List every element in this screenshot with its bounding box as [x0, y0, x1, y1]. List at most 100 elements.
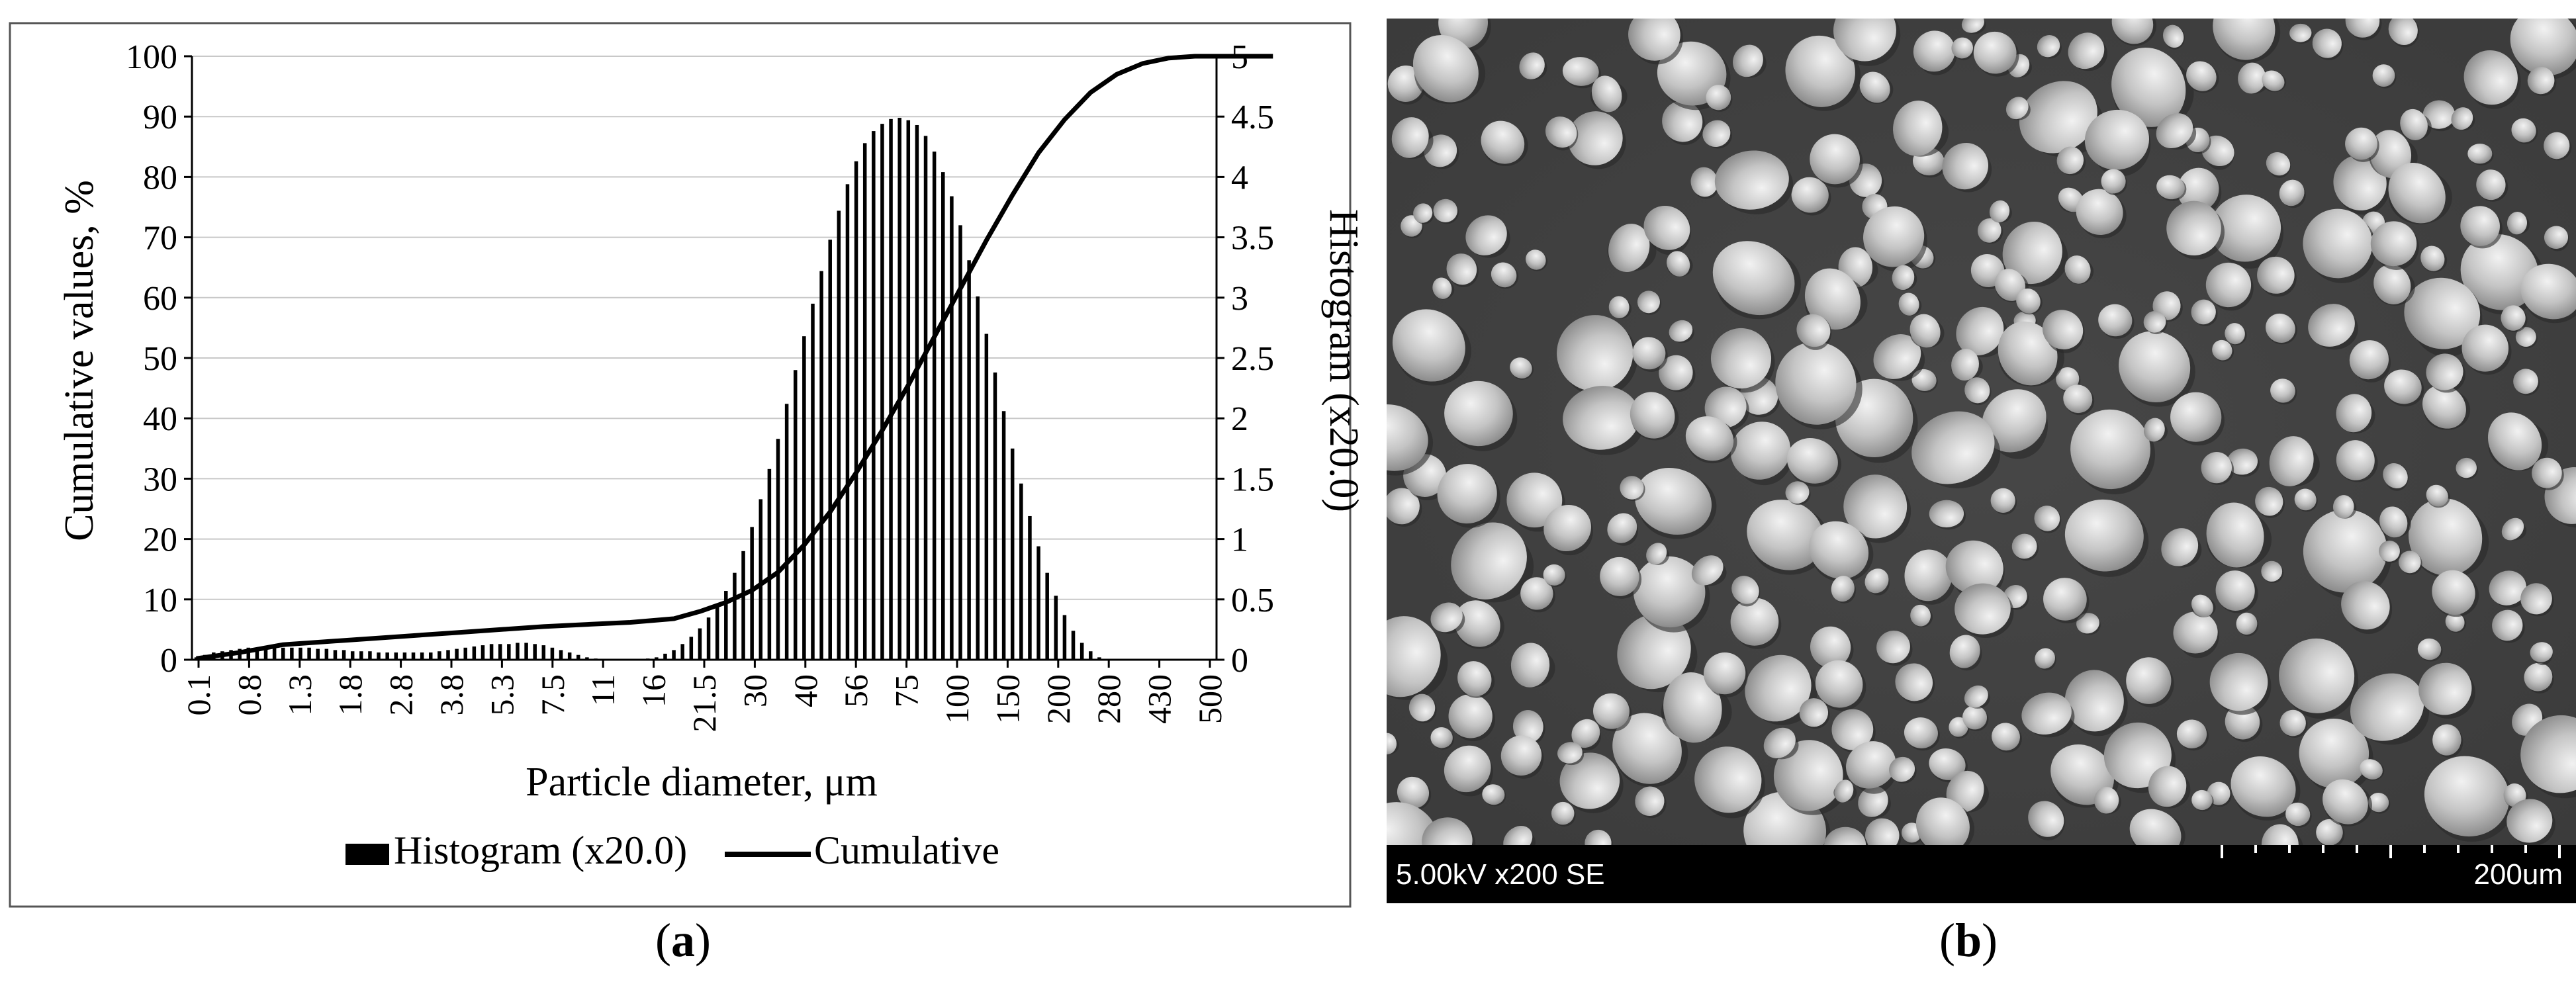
powder-particle: [1731, 576, 1759, 604]
powder-particle: [2388, 163, 2446, 224]
powder-particle: [2451, 107, 2473, 130]
powder-particle: [1998, 321, 2058, 386]
powder-particle: [2285, 802, 2311, 826]
histogram-bar: [828, 240, 832, 660]
legend-cumulative-label: Cumulative: [814, 828, 999, 872]
histogram-bar: [793, 370, 798, 660]
powder-particle: [2201, 452, 2232, 484]
chart-panel: 0 10 20 30 40 50 60 70 80 90 100 0 0.5 1 1.5 2 2.5 3 3.5 4…: [9, 22, 1366, 908]
powder-particle: [2191, 789, 2213, 811]
x-tick-label: 0.8: [230, 674, 267, 716]
powder-particle: [1834, 780, 1854, 803]
histogram-bar: [472, 646, 477, 660]
powder-particle: [2332, 495, 2354, 519]
powder-particle: [2011, 533, 2037, 559]
powder-particle: [1612, 713, 1682, 784]
powder-particle: [1904, 549, 1953, 602]
histogram-bar: [446, 650, 450, 660]
powder-particle: [1503, 825, 1533, 846]
powder-particle: [1730, 598, 1779, 646]
powder-particle: [2345, 19, 2380, 38]
powder-particle: [1977, 218, 2001, 243]
powder-particle: [1773, 740, 1843, 811]
histogram-bar: [368, 651, 372, 660]
powder-particle: [1635, 786, 1665, 816]
powder-particle: [2507, 799, 2553, 843]
powder-particle: [1763, 727, 1796, 758]
powder-particle: [2129, 809, 2182, 846]
powder-particle: [2461, 324, 2509, 372]
histogram-bar: [567, 652, 572, 660]
right-y-tick-labels: 0 0.5 1 1.5 2 2.5 3 3.5 4 4.5 5: [1217, 38, 1274, 680]
powder-particle: [1585, 829, 1612, 846]
histogram-bar: [950, 196, 954, 660]
powder-particle: [1685, 416, 1734, 461]
histogram-bar: [246, 647, 251, 660]
histogram-bar: [316, 648, 320, 660]
powder-particle: [2231, 756, 2296, 817]
powder-particle: [2345, 127, 2377, 160]
powder-particle: [2426, 353, 2463, 390]
powder-particle: [1913, 30, 1955, 72]
powder-particle: [2388, 19, 2418, 46]
histogram-bar: [984, 334, 989, 660]
powder-particle: [1893, 101, 1943, 156]
histogram-bar: [385, 652, 389, 660]
powder-particle: [1785, 35, 1855, 107]
histogram-bar: [402, 652, 407, 660]
powder-particle: [1889, 756, 1915, 782]
histogram-bar: [1089, 651, 1093, 660]
powder-particle: [2349, 340, 2389, 380]
powder-particle: [2398, 551, 2421, 574]
powder-particle: [2323, 779, 2368, 825]
powder-particle: [2303, 208, 2373, 279]
y-tick-label: 0: [160, 642, 177, 680]
powder-particle: [1413, 203, 1433, 223]
x-tick-label: 1.8: [332, 674, 369, 716]
histogram-bar: [689, 637, 694, 660]
powder-particle: [2166, 201, 2221, 256]
powder-particle: [1430, 602, 1463, 633]
y2-tick-label: 4: [1231, 159, 1248, 197]
powder-particle: [1506, 472, 1563, 528]
powder-particle: [2076, 613, 2099, 634]
histogram-bar: [324, 648, 329, 660]
powder-particle: [2532, 457, 2562, 488]
powder-particle: [2368, 792, 2389, 813]
histogram-bar: [976, 296, 980, 660]
histogram-bar: [1080, 643, 1084, 660]
histogram-bar: [923, 136, 928, 660]
x-tick-label: 430: [1141, 674, 1178, 724]
powder-particle: [2227, 448, 2258, 475]
powder-particle: [1465, 215, 1507, 255]
histogram-bar: [1010, 448, 1015, 660]
powder-particle: [2408, 498, 2483, 576]
powder-particle: [2360, 759, 2383, 780]
powder-particle: [1519, 52, 1545, 79]
powder-particle: [1667, 251, 1690, 277]
powder-particle: [2303, 509, 2387, 593]
powder-particle: [1942, 142, 1988, 190]
x-axis-title: Particle diameter, μm: [526, 760, 878, 805]
powder-particle: [1990, 488, 2015, 513]
powder-particle: [1831, 576, 1855, 602]
powder-particle: [2213, 19, 2276, 60]
powder-particle: [2418, 662, 2472, 715]
powder-particle: [1929, 500, 1964, 528]
powder-particle: [2064, 499, 2144, 572]
powder-particle: [1563, 386, 1640, 450]
x-tick-label: 56: [837, 674, 874, 707]
powder-particle: [1833, 19, 1896, 62]
y2-tick-label: 2.5: [1231, 340, 1274, 378]
powder-particle: [2279, 179, 2305, 206]
histogram-bar: [559, 650, 563, 660]
sem-settings-text: 5.00kV x200 SE: [1396, 858, 1605, 891]
histogram-bar: [524, 643, 528, 660]
powder-particle: [1591, 75, 1622, 112]
powder-particle: [2238, 62, 2266, 94]
powder-particle: [2035, 648, 2055, 669]
histogram-bar: [281, 647, 285, 660]
powder-particle: [1733, 44, 1763, 77]
powder-particle: [2111, 19, 2154, 44]
powder-particle: [1646, 543, 1667, 565]
